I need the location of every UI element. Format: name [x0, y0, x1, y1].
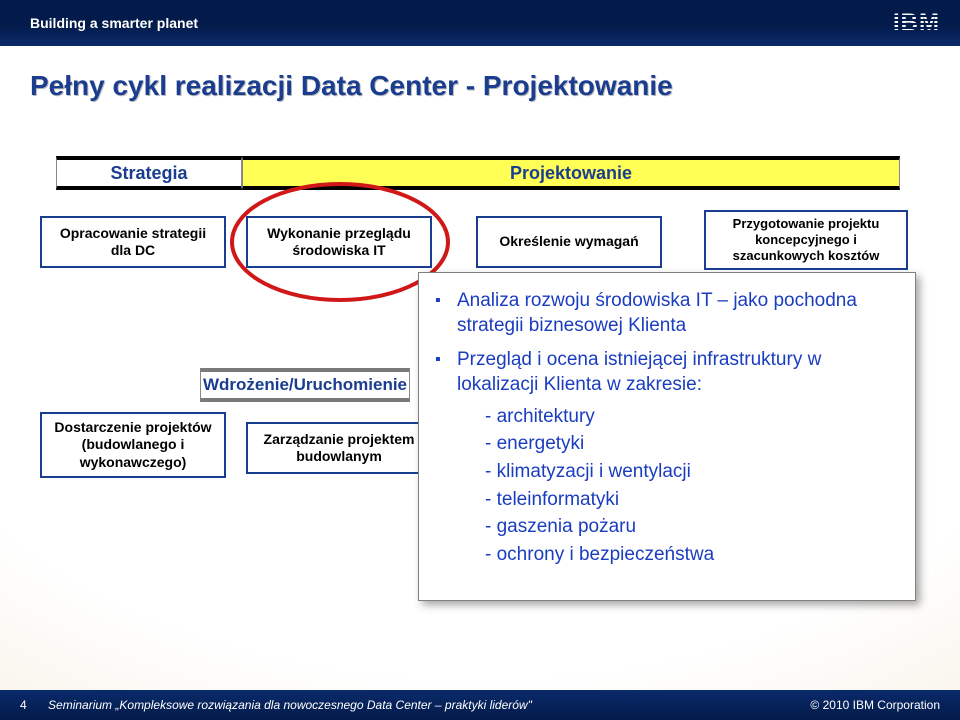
popup-bullet-list: Analiza rozwoju środowiska IT – jako poc… — [431, 289, 897, 568]
popup-sub-4: - teleinformatyki — [457, 487, 897, 513]
box-strategy-dc-label: Opracowanie strategii dla DC — [48, 225, 218, 260]
popup-sub-5: - gaszenia pożaru — [457, 514, 897, 540]
slide-header: Building a smarter planet IBM — [0, 0, 960, 46]
ibm-logo: IBM — [893, 9, 940, 37]
popup-bullet-2: Przegląd i ocena istniejącej infrastrukt… — [431, 348, 897, 567]
box-requirements: Określenie wymagań — [476, 216, 662, 268]
box-it-review: Wykonanie przeglądu środowiska IT — [246, 216, 432, 268]
box-concept-project-label: Przygotowanie projektu koncepcyjnego i s… — [712, 216, 900, 265]
footer-page-number: 4 — [20, 698, 27, 712]
phase-strategia: Strategia — [56, 156, 242, 190]
slide-root: Building a smarter planet IBM Pełny cykl… — [0, 0, 960, 720]
phase-projektowanie-label: Projektowanie — [510, 163, 632, 184]
phase-wdrozenie-label: Wdrożenie/Uruchomienie — [203, 375, 407, 395]
box-strategy-dc: Opracowanie strategii dla DC — [40, 216, 226, 268]
footer-left: 4 Seminarium „Kompleksowe rozwiązania dl… — [20, 698, 532, 712]
popup-sub-3: - klimatyzacji i wentylacji — [457, 459, 897, 485]
header-tagline: Building a smarter planet — [30, 15, 198, 31]
box-manage-construction: Zarządzanie projektem budowlanym — [246, 422, 432, 474]
footer-copyright: © 2010 IBM Corporation — [810, 698, 940, 712]
popup-sub-list: - architektury - energetyki - klimatyzac… — [457, 404, 897, 568]
footer-event-prefix: Seminarium — [48, 698, 115, 712]
popup-sub-2: - energetyki — [457, 431, 897, 457]
slide-title: Pełny cykl realizacji Data Center - Proj… — [30, 70, 673, 102]
box-manage-construction-label: Zarządzanie projektem budowlanym — [254, 431, 424, 466]
popup-bullet-2-text: Przegląd i ocena istniejącej infrastrukt… — [457, 349, 821, 395]
box-concept-project: Przygotowanie projektu koncepcyjnego i s… — [704, 210, 908, 270]
phase-wdrozenie: Wdrożenie/Uruchomienie — [200, 368, 410, 402]
phase-projektowanie: Projektowanie — [242, 156, 900, 190]
box-requirements-label: Określenie wymagań — [499, 233, 638, 251]
popup-sub-6: - ochrony i bezpieczeństwa — [457, 542, 897, 568]
box-it-review-label: Wykonanie przeglądu środowiska IT — [254, 225, 424, 260]
box-deliver-designs-label: Dostarczenie projektów (budowlanego i wy… — [48, 419, 218, 472]
popup-sub-1: - architektury — [457, 404, 897, 430]
popup-panel: Analiza rozwoju środowiska IT – jako poc… — [418, 272, 916, 601]
slide-footer: 4 Seminarium „Kompleksowe rozwiązania dl… — [0, 690, 960, 720]
phase-strategia-label: Strategia — [110, 163, 187, 184]
box-deliver-designs: Dostarczenie projektów (budowlanego i wy… — [40, 412, 226, 478]
popup-bullet-1: Analiza rozwoju środowiska IT – jako poc… — [431, 289, 897, 338]
footer-event-quoted: „Kompleksowe rozwiązania dla nowoczesneg… — [115, 698, 531, 712]
